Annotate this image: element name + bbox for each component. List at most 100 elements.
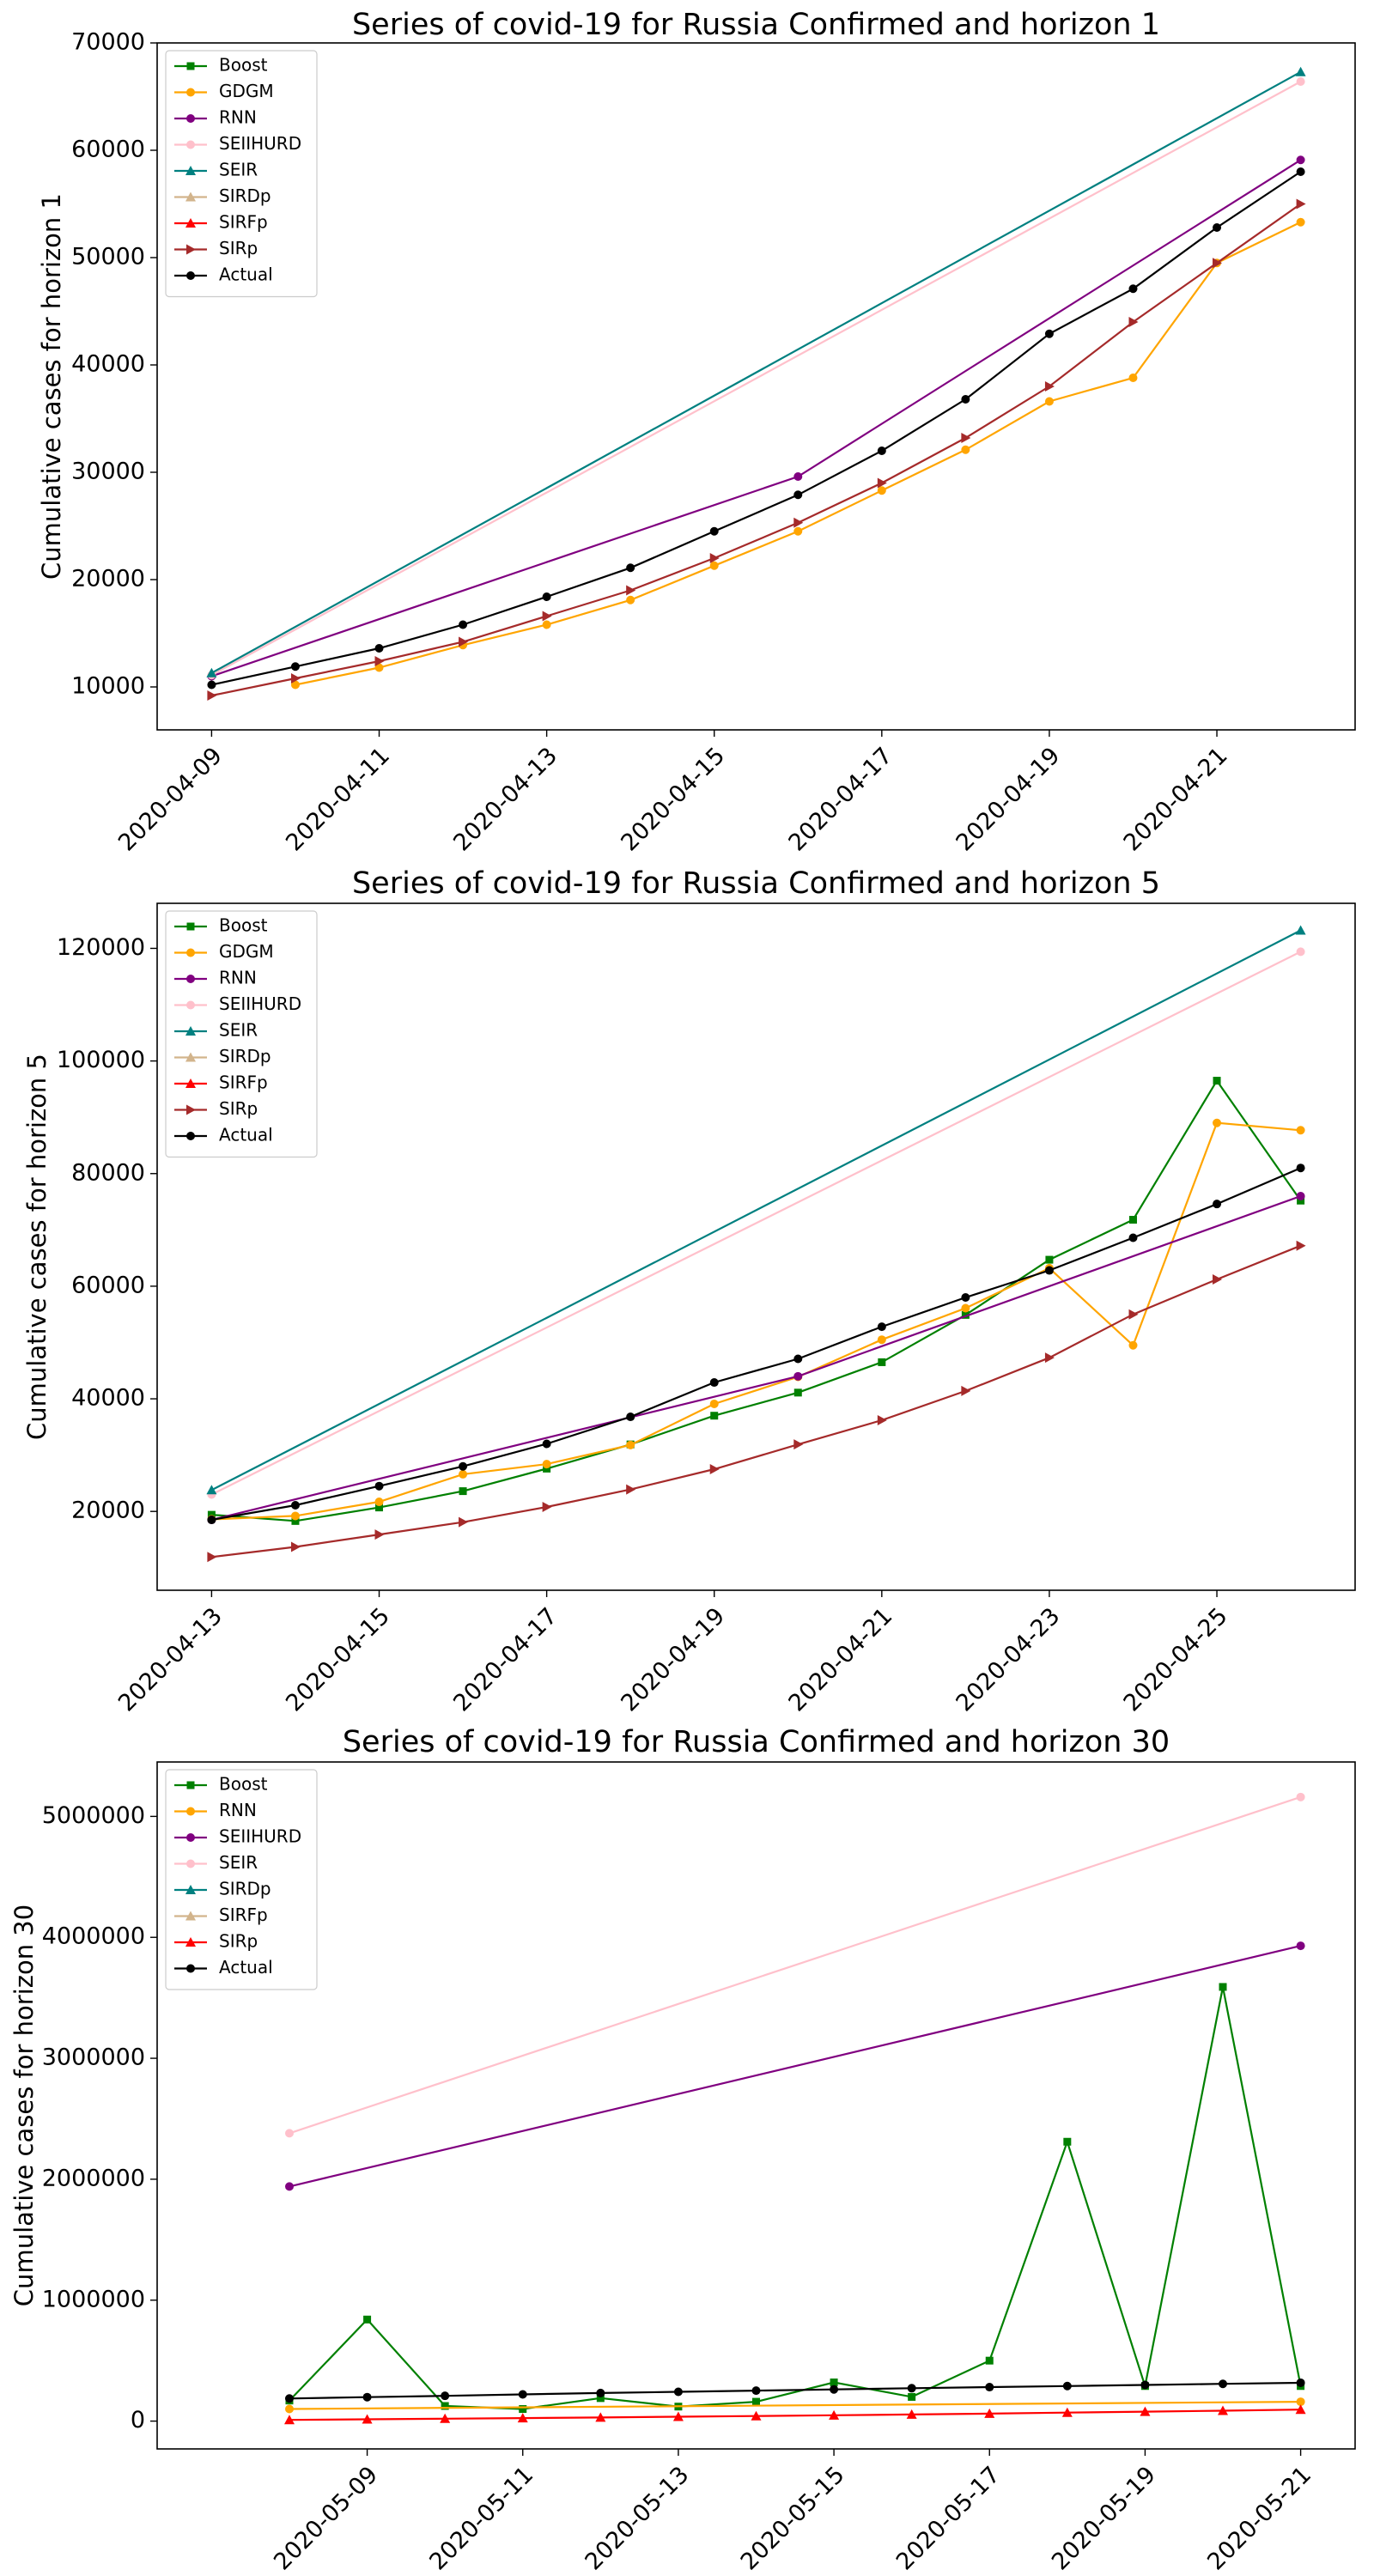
data-point-boost [878, 1358, 886, 1366]
y-tick-label: 60000 [71, 1272, 145, 1298]
y-tick-label: 40000 [71, 1385, 145, 1412]
legend-label: Actual [219, 264, 273, 285]
y-tick-label: 70000 [71, 29, 145, 56]
series-line-boost [211, 1078, 1302, 1522]
legend-marker [186, 114, 195, 123]
series-line-seir [289, 1795, 1301, 2135]
data-point-actual [961, 395, 970, 404]
data-point-actual [1140, 2380, 1150, 2390]
legend-label: SIRFp [219, 212, 268, 233]
legend-item-actual: Actual [174, 1957, 273, 1978]
legend-item-seiihurd: SEIIHURD [174, 1826, 301, 1847]
plot-area [156, 902, 1356, 1591]
data-point-sirp [440, 2413, 451, 2423]
legend-label: SEIIHURD [219, 1826, 301, 1847]
series-actual [207, 167, 1305, 690]
data-point-actual [877, 447, 886, 455]
data-point-actual [751, 2386, 761, 2396]
legend-label: SIRFp [219, 1072, 268, 1093]
y-tick-label: 60000 [71, 137, 145, 163]
x-tick-label: 2020-04-15 [616, 743, 730, 857]
data-point-sirp [1044, 381, 1055, 392]
series-line-seiihurd [210, 951, 1302, 1496]
series-line-rnn [289, 2401, 1301, 2410]
x-tick-label: 2020-04-19 [616, 1603, 730, 1717]
data-point-sirp [961, 433, 971, 443]
series-actual [284, 2378, 1305, 2403]
series-actual [207, 1163, 1305, 1525]
data-point-actual [374, 644, 384, 653]
legend-item-boost: Boost [174, 55, 268, 76]
y-axis-label: Cumulative cases for horizon 30 [9, 1905, 39, 2306]
data-point-boost [752, 2397, 760, 2406]
legend-label: SEIR [219, 1020, 258, 1041]
legend-marker [185, 166, 196, 175]
data-point-actual [374, 1481, 384, 1491]
y-tick-label: 30000 [71, 459, 145, 485]
data-point-actual [626, 1413, 635, 1422]
data-point-gdgm [1044, 397, 1054, 406]
legend-marker [186, 1132, 195, 1140]
x-tick-label: 2020-05-19 [1047, 2462, 1161, 2576]
legend-label: SIRFp [219, 1905, 268, 1925]
data-point-seir [1295, 925, 1306, 935]
data-point-sirp [542, 1501, 552, 1512]
series-seiihurd [207, 77, 1305, 680]
legend-marker [186, 948, 195, 957]
data-point-actual [961, 1293, 970, 1303]
data-point-sirp [290, 673, 301, 683]
legend-label: Boost [219, 915, 268, 936]
series-line-rnn [211, 1194, 1301, 1522]
data-point-gdgm [459, 1469, 468, 1479]
data-point-sirp [984, 2408, 995, 2418]
legend-label: SEIR [219, 1852, 258, 1873]
data-point-actual [518, 2390, 527, 2399]
legend-marker [186, 975, 195, 983]
series-line-boost [289, 1986, 1302, 2410]
legend-item-actual: Actual [174, 264, 273, 285]
x-tick-label: 2020-04-13 [448, 743, 562, 857]
data-point-sirp [1128, 317, 1139, 327]
data-point-sirp [626, 1484, 636, 1495]
data-point-gdgm [290, 1511, 300, 1521]
legend: Boost GDGM RNN SEIIHURD SEIR SIRDp SIRFp SIRp Ac… [165, 910, 318, 1158]
legend: Boost GDGM RNN SEIIHURD SEIR SIRDp SIRFp SIRp Ac… [165, 50, 318, 298]
data-point-rnn [1296, 155, 1305, 165]
data-point-actual [441, 2391, 450, 2401]
data-point-actual [673, 2387, 683, 2397]
data-point-sirp [1044, 1352, 1055, 1364]
legend-box [165, 1769, 318, 1990]
legend-marker [186, 1104, 196, 1115]
data-point-boost [291, 1516, 300, 1525]
data-point-rnn [793, 472, 803, 481]
data-point-sirp [709, 1464, 720, 1475]
legend-item-boost: Boost [174, 915, 268, 936]
legend-item-gdgm: GDGM [174, 941, 274, 962]
data-point-actual [1044, 1266, 1054, 1275]
data-point-rnn [1296, 1191, 1305, 1200]
series-line-sirp [211, 203, 1302, 697]
y-tick-label: 120000 [57, 934, 145, 961]
data-point-sirp [283, 2415, 295, 2425]
legend-label: SIRDp [219, 1046, 271, 1066]
x-tick-label: 2020-04-23 [951, 1603, 1066, 1717]
data-point-boost [961, 1310, 970, 1319]
legend-marker [185, 218, 196, 228]
data-point-sirp [829, 2409, 840, 2420]
legend-marker [185, 191, 196, 202]
legend-marker [186, 1964, 195, 1973]
data-point-boost [459, 1487, 467, 1496]
data-point-gdgm [1128, 1340, 1138, 1350]
legend-item-rnn: RNN [174, 107, 257, 128]
legend-item-seiihurd: SEIIHURD [174, 133, 301, 154]
series-line-gdgm [211, 1121, 1301, 1521]
data-point-seiihurd [1296, 947, 1305, 957]
legend-item-seir: SEIR [174, 160, 258, 180]
data-point-sirp [672, 2411, 684, 2421]
series-line-gdgm [295, 221, 1302, 686]
data-point-boost [543, 1464, 551, 1473]
series-line-sirp [289, 2409, 1301, 2421]
data-point-boost [1045, 1255, 1054, 1264]
data-point-boost [363, 2315, 372, 2324]
